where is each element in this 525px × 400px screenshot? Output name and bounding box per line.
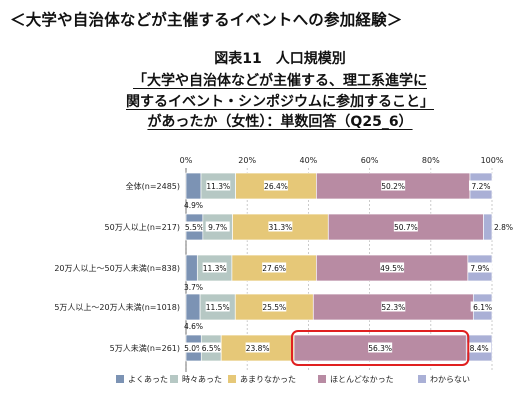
data-label-box bbox=[467, 342, 492, 353]
legend-label: あまりなかった bbox=[240, 375, 296, 384]
category-label: 20万人以上～50万人未満(n=838) bbox=[54, 263, 180, 273]
data-label-box bbox=[245, 342, 270, 353]
data-label: 6.5% bbox=[202, 344, 221, 353]
x-tick-label: 0% bbox=[180, 156, 193, 165]
data-label-box bbox=[205, 301, 230, 312]
x-tick-label: 80% bbox=[422, 156, 440, 165]
chart-title-line-4: があったか（女性）：単数回答（Q25_6） bbox=[60, 111, 500, 131]
data-label-box bbox=[468, 180, 493, 191]
x-tick-label: 60% bbox=[361, 156, 379, 165]
legend-swatch bbox=[116, 375, 124, 383]
data-label: 52.3% bbox=[381, 303, 405, 312]
data-label-box bbox=[381, 180, 406, 191]
data-label: 4.6% bbox=[184, 322, 203, 331]
data-label: 7.9% bbox=[470, 264, 489, 273]
bar-segment bbox=[185, 254, 198, 282]
data-label-box bbox=[263, 180, 288, 191]
data-label-box bbox=[368, 342, 393, 353]
data-label: 56.3% bbox=[368, 344, 392, 353]
legend-swatch bbox=[318, 375, 326, 383]
x-tick-label: 20% bbox=[238, 156, 256, 165]
chart-title-line-3: 関するイベント・シンポジウムに参加すること」 bbox=[60, 91, 500, 111]
data-label-box bbox=[262, 301, 287, 312]
chart-title-line-2: 「大学や自治体などが主催する、理工系進学に bbox=[60, 70, 500, 90]
data-label: 49.5% bbox=[380, 264, 404, 273]
legend-swatch bbox=[170, 375, 178, 383]
legend-label: 時々あった bbox=[182, 375, 222, 384]
data-label: 6.1% bbox=[473, 303, 492, 312]
data-label: 27.6% bbox=[262, 264, 286, 273]
bar-segment bbox=[185, 172, 202, 200]
data-label: 4.9% bbox=[184, 201, 203, 210]
data-label-box bbox=[206, 180, 231, 191]
x-tick-label: 100% bbox=[481, 156, 504, 165]
data-label-box bbox=[467, 262, 492, 273]
data-label-box bbox=[184, 342, 203, 353]
data-label: 25.5% bbox=[262, 303, 286, 312]
chart-title-line-2-text: 「大学や自治体などが主催する、理工系進学に bbox=[133, 73, 427, 89]
chart-title-line-3-text: 関するイベント・シンポジウムに参加すること」 bbox=[126, 94, 434, 110]
category-label: 5万人以上～20万人未満(n=1018) bbox=[54, 302, 180, 312]
chart-title-line-1: 図表11 人口規模別 bbox=[214, 51, 346, 67]
legend-label: よくあった bbox=[128, 375, 168, 384]
data-label-box bbox=[185, 221, 204, 232]
category-label: 全体(n=2485) bbox=[126, 181, 180, 191]
legend-label: わからない bbox=[430, 375, 470, 384]
data-label: 5.5% bbox=[185, 223, 204, 232]
data-label: 26.4% bbox=[264, 182, 288, 191]
data-label: 11.5% bbox=[206, 303, 230, 312]
data-label-box bbox=[393, 221, 418, 232]
data-label-box bbox=[268, 221, 293, 232]
category-label: 5万人未満(n=261) bbox=[110, 343, 180, 353]
highlight-box bbox=[291, 330, 470, 366]
data-label-box bbox=[381, 301, 406, 312]
data-label: 50.7% bbox=[394, 223, 418, 232]
bar-segment bbox=[483, 213, 493, 241]
data-label: 11.3% bbox=[206, 182, 230, 191]
chart-title-line-4-text: があったか（女性）：単数回答（Q25_6） bbox=[147, 114, 413, 130]
data-label: 9.7% bbox=[208, 223, 227, 232]
data-label-box bbox=[199, 342, 224, 353]
data-label: 23.8% bbox=[246, 344, 270, 353]
data-label: 50.2% bbox=[381, 182, 405, 191]
data-label: 31.3% bbox=[268, 223, 292, 232]
data-label-box bbox=[262, 262, 287, 273]
data-label: 8.4% bbox=[470, 344, 489, 353]
data-label-box bbox=[205, 221, 230, 232]
category-label: 50万人以上(n=217) bbox=[105, 223, 180, 232]
x-tick-label: 40% bbox=[300, 156, 318, 165]
data-label: 5.0% bbox=[184, 344, 203, 353]
legend-swatch bbox=[228, 375, 236, 383]
data-label: 3.7% bbox=[184, 283, 203, 292]
legend-label: ほとんどなかった bbox=[330, 375, 394, 384]
data-label-box bbox=[470, 301, 495, 312]
legend-swatch bbox=[418, 375, 426, 383]
data-label-box bbox=[380, 262, 405, 273]
data-label: 7.2% bbox=[471, 182, 490, 191]
bar-segment bbox=[185, 293, 201, 321]
data-label: 11.3% bbox=[203, 264, 227, 273]
data-label: 2.8% bbox=[494, 223, 513, 232]
page-heading: ＜大学や自治体などが主催するイベントへの参加経験＞ bbox=[10, 11, 403, 29]
data-label-box bbox=[202, 262, 227, 273]
